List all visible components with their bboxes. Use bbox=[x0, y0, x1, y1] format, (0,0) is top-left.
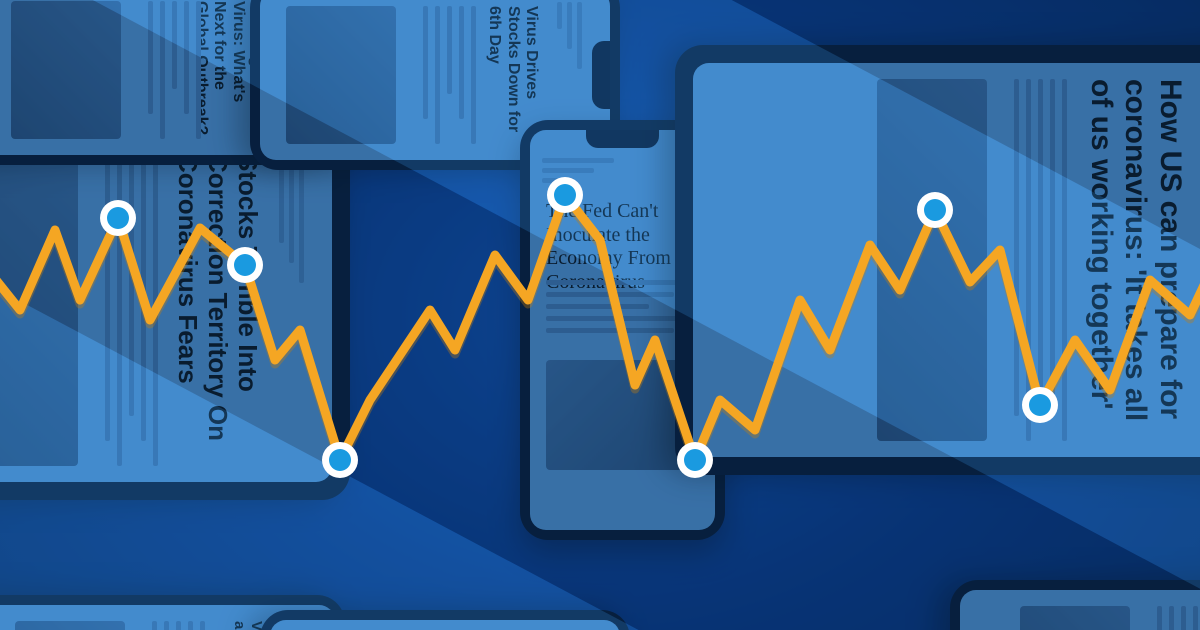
hero-graphic: Stocks Tumble Into Correction Territory … bbox=[0, 0, 1200, 630]
blue-tint-overlay bbox=[0, 0, 1200, 630]
